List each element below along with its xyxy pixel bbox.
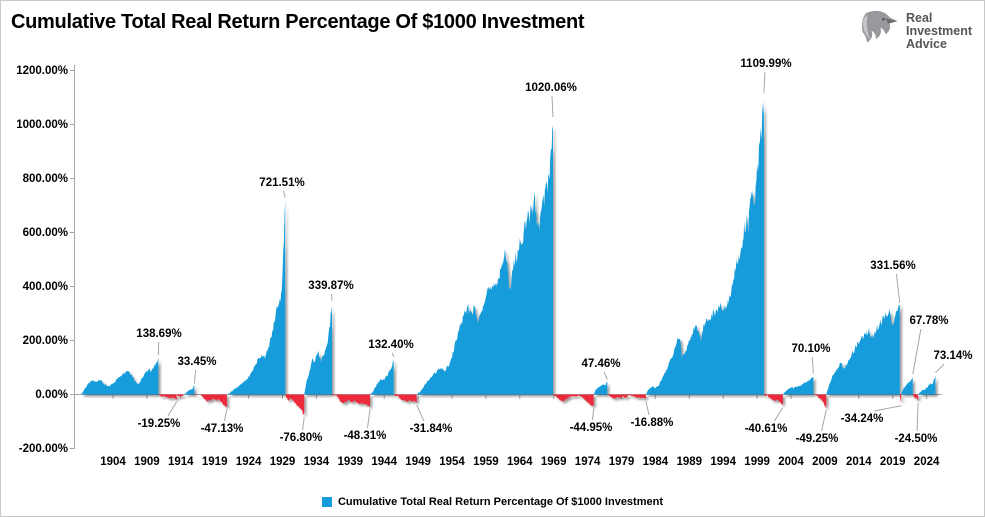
data-label: 721.51%	[259, 177, 305, 189]
data-label: -40.61%	[744, 423, 788, 435]
x-axis-tick-label: 2019	[879, 456, 906, 468]
brand-line-2: Investment	[906, 24, 972, 38]
y-axis-tick-label: 1000.00%	[16, 118, 68, 131]
data-label: -31.84%	[409, 423, 453, 435]
legend-label: Cumulative Total Real Return Percentage …	[337, 496, 663, 508]
brand-line-3: Advice	[906, 37, 947, 51]
data-label: -76.80%	[279, 432, 323, 444]
x-axis-tick-label: 1954	[439, 456, 465, 468]
data-label: -47.13%	[200, 423, 244, 435]
x-axis-tick-label: 1959	[473, 456, 499, 468]
negative-area-series	[158, 394, 919, 416]
x-axis-tick-label: 2009	[812, 456, 838, 468]
data-label: 47.46%	[581, 358, 621, 370]
x-axis-tick-label: 1964	[507, 456, 533, 468]
brand-logo: Real Investment Advice	[858, 9, 972, 54]
y-axis-tick-label: 800.00%	[22, 172, 68, 185]
y-axis-tick-label: 600.00%	[22, 226, 68, 239]
brand-line-1: Real	[906, 11, 933, 25]
y-axis-tick-label: 1200.00%	[16, 64, 68, 77]
data-label: 339.87%	[308, 280, 354, 292]
y-axis-tick-label: 0.00%	[35, 388, 68, 401]
x-axis-tick-label: 1914	[168, 456, 194, 468]
data-label: 67.78%	[909, 315, 949, 327]
eagle-icon	[858, 9, 900, 54]
x-axis-tick-label: 1939	[337, 456, 364, 468]
x-axis-tick-label: 1999	[744, 456, 770, 468]
x-axis-tick-label: 1994	[710, 456, 736, 468]
legend-swatch	[321, 497, 332, 507]
x-axis-tick-label: 2004	[778, 456, 804, 468]
x-axis-tick-label: 1929	[269, 456, 296, 468]
chart-legend: Cumulative Total Real Return Percentage …	[1, 496, 984, 508]
data-label: 70.10%	[791, 343, 831, 355]
data-label: -49.25%	[795, 433, 839, 445]
data-label: -16.88%	[630, 417, 674, 429]
data-label: 138.69%	[136, 328, 182, 340]
x-axis-tick-label: 1979	[608, 456, 635, 468]
x-axis-tick-label: 1909	[134, 456, 160, 468]
data-label: 73.14%	[933, 350, 973, 362]
x-axis-tick-label: 1989	[676, 456, 703, 468]
x-axis-tick-label: 1974	[574, 456, 601, 468]
x-axis-tick-label: 1934	[303, 456, 330, 468]
label-leader-lines	[157, 71, 945, 432]
chart-title: Cumulative Total Real Return Percentage …	[11, 11, 585, 33]
data-label: -19.25%	[137, 418, 181, 430]
data-label: 1020.06%	[525, 82, 577, 94]
data-label: -24.50%	[894, 433, 938, 445]
x-axis-tick-label: 1919	[201, 456, 228, 468]
x-axis-tick-label: 1904	[100, 456, 126, 468]
positive-area-series	[81, 94, 936, 395]
data-label: -48.31%	[343, 430, 387, 442]
data-label: -34.24%	[840, 413, 884, 425]
x-axis-tick-label: 1949	[405, 456, 431, 468]
data-label: -44.95%	[569, 422, 613, 434]
y-axis-tick-label: 200.00%	[22, 334, 68, 347]
y-axis-tick-label: 400.00%	[22, 280, 68, 293]
x-axis-tick-label: 2024	[913, 456, 940, 468]
data-label: 132.40%	[368, 339, 414, 351]
brand-text: Real Investment Advice	[906, 12, 972, 51]
x-axis-tick-label: 1969	[540, 456, 567, 468]
x-axis-tick-label: 1944	[371, 456, 397, 468]
data-label: 331.56%	[870, 260, 916, 272]
data-label: 33.45%	[177, 356, 217, 368]
x-axis-tick-label: 1984	[642, 456, 669, 468]
y-axis-tick-label: -200.00%	[18, 442, 68, 455]
data-label: 1109.99%	[740, 58, 792, 70]
x-axis-tick-label: 1924	[235, 456, 262, 468]
x-axis-tick-label: 2014	[846, 456, 872, 468]
